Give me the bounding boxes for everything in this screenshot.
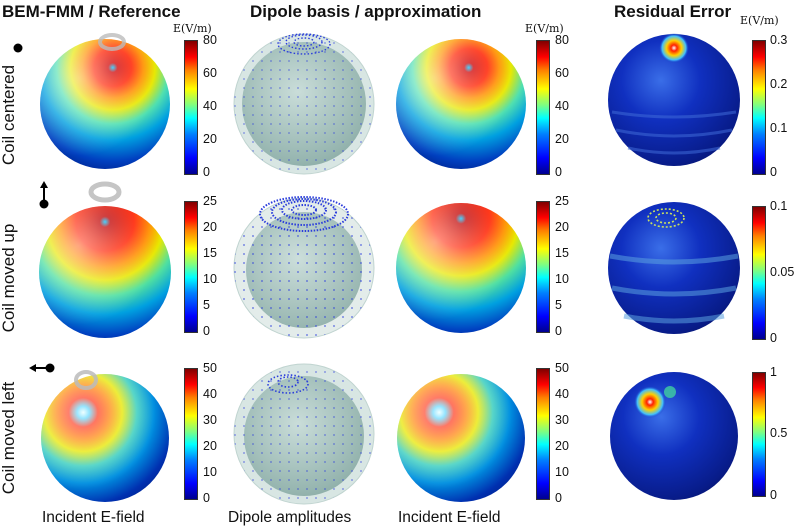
tick: 10 <box>203 272 217 286</box>
header-residual: Residual Error <box>614 2 732 21</box>
tick: 25 <box>203 194 217 208</box>
tick: 0.3 <box>770 33 788 47</box>
unit-label-r1c: E(V/m) <box>740 14 779 27</box>
reference-sphere-centered <box>40 33 170 169</box>
dipole-sphere-up <box>233 196 375 339</box>
tick: 0 <box>555 165 562 179</box>
tick: 1 <box>770 365 777 379</box>
coil-icon <box>74 370 98 390</box>
tick: 0 <box>770 331 777 345</box>
tick: 0.1 <box>770 121 788 135</box>
tick: 20 <box>203 439 217 453</box>
tick: 5 <box>203 298 210 312</box>
residual-sphere-up <box>608 202 740 334</box>
approx-sphere-up <box>396 203 526 333</box>
dipole-sphere-left <box>233 363 375 505</box>
tick: 40 <box>555 387 569 401</box>
tick: 80 <box>203 33 217 47</box>
tick: 0.2 <box>770 77 788 91</box>
reference-sphere-left <box>41 370 169 502</box>
tick: 20 <box>203 220 217 234</box>
footer-incident-approx: Incident E-field <box>398 509 501 526</box>
reference-sphere-up <box>39 181 171 338</box>
tick: 40 <box>203 387 217 401</box>
row-label-centered: Coil centered <box>0 64 18 166</box>
tick: 0 <box>770 488 777 502</box>
tick: 80 <box>555 33 569 47</box>
unit-label-r1a: E(V/m) <box>173 22 212 35</box>
tick: 15 <box>555 246 569 260</box>
dipole-sphere-centered <box>233 33 375 175</box>
approx-sphere-left <box>397 374 525 502</box>
unit-label-r1b: E(V/m) <box>525 22 564 35</box>
tick: 30 <box>203 413 217 427</box>
tick: 0 <box>555 491 562 505</box>
approx-sphere-centered <box>396 39 526 169</box>
tick: 0.1 <box>770 199 788 213</box>
row-label-up: Coil moved up <box>0 223 18 333</box>
tick: 30 <box>555 413 569 427</box>
tick: 40 <box>555 99 569 113</box>
tick: 40 <box>203 99 217 113</box>
colorbar-r1-field-ref <box>184 40 198 175</box>
tick: 0 <box>203 324 210 338</box>
tick: 0 <box>203 165 210 179</box>
tick: 20 <box>203 132 217 146</box>
tick: 20 <box>555 439 569 453</box>
arrow-up-icon <box>39 181 49 209</box>
tick: 10 <box>203 465 217 479</box>
tick: 0 <box>770 165 777 179</box>
tick: 0.5 <box>770 426 788 440</box>
tick: 60 <box>203 66 217 80</box>
colorbar-r3-field-approx <box>536 368 550 500</box>
colorbar-r3-residual <box>752 372 766 497</box>
tick: 50 <box>555 361 569 375</box>
tick: 5 <box>555 298 562 312</box>
tick: 60 <box>555 66 569 80</box>
colorbar-r2-residual <box>752 206 766 340</box>
dot-icon <box>13 43 23 53</box>
tick: 20 <box>555 132 569 146</box>
coil-icon <box>98 33 126 51</box>
tick: 15 <box>203 246 217 260</box>
header-dipole: Dipole basis / approximation <box>250 2 482 21</box>
tick: 0 <box>555 324 562 338</box>
arrow-left-icon <box>29 363 55 373</box>
tick: 0 <box>203 491 210 505</box>
coil-icon <box>88 181 122 203</box>
tick: 10 <box>555 465 569 479</box>
colorbar-r2-field-approx <box>536 201 550 333</box>
header-reference: BEM-FMM / Reference <box>2 2 181 21</box>
tick: 25 <box>555 194 569 208</box>
footer-incident-ref: Incident E-field <box>42 509 145 526</box>
colorbar-r2-field-ref <box>184 201 198 333</box>
tick: 50 <box>203 361 217 375</box>
residual-sphere-left <box>610 372 738 500</box>
row-label-left: Coil moved left <box>0 381 18 495</box>
tick: 0.05 <box>770 265 795 279</box>
colorbar-r1-residual <box>752 40 766 175</box>
footer-dipole: Dipole amplitudes <box>228 509 352 526</box>
colorbar-r1-field-approx <box>536 40 550 175</box>
residual-sphere-centered <box>608 33 740 166</box>
tick: 20 <box>555 220 569 234</box>
colorbar-r3-field-ref <box>184 368 198 500</box>
tick: 10 <box>555 272 569 286</box>
